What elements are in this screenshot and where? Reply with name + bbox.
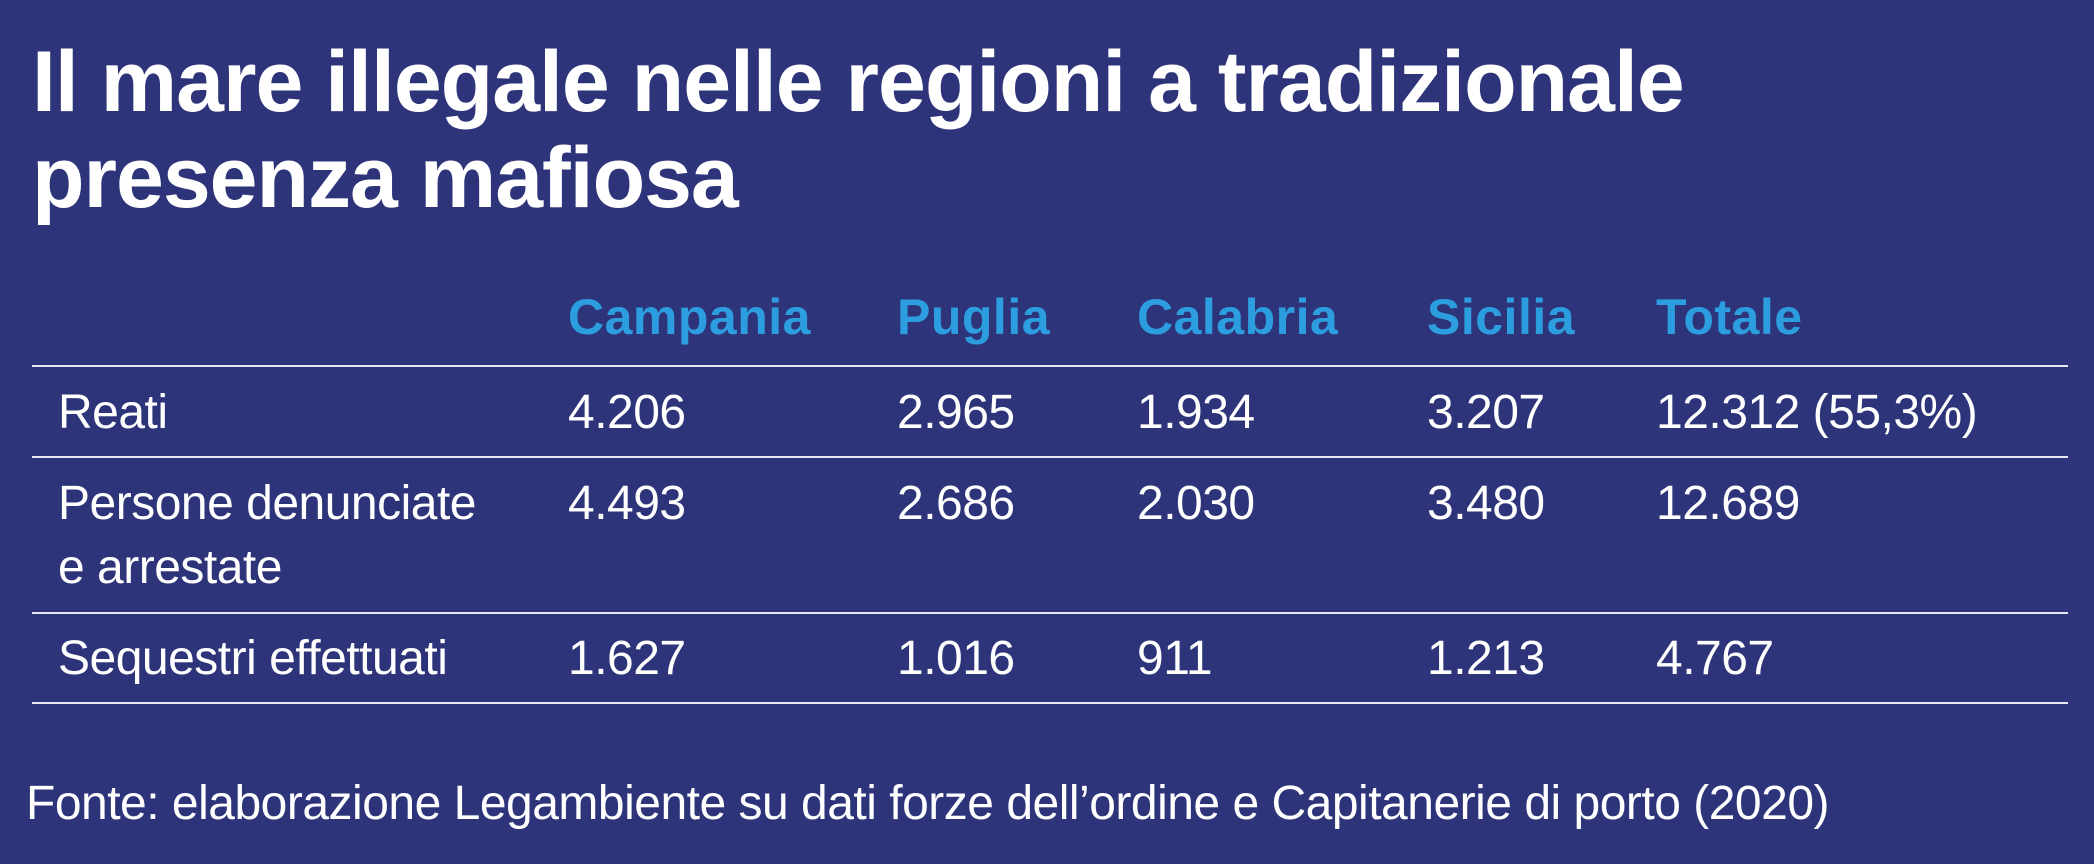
- table-cell: 4.206: [568, 386, 686, 439]
- column-header-totale: Totale: [1656, 289, 1803, 345]
- table-divider: [32, 702, 2068, 704]
- table-cell: 2.965: [897, 386, 1015, 439]
- table-cell: 3.207: [1427, 386, 1545, 439]
- table-cell: 1.016: [897, 632, 1015, 685]
- table-cell: 12.689: [1656, 477, 1800, 530]
- table-cell: 911: [1137, 632, 1213, 685]
- table-divider: [32, 612, 2068, 614]
- table-cell: 3.480: [1427, 477, 1545, 530]
- column-header-sicilia: Sicilia: [1427, 289, 1576, 345]
- table-divider: [32, 456, 2068, 458]
- table-cell: 1.213: [1427, 632, 1545, 685]
- row-label: Reati: [58, 386, 168, 439]
- title-line-1: Il mare illegale nelle regioni a tradizi…: [32, 34, 1685, 130]
- column-header-campania: Campania: [568, 289, 811, 345]
- row-label: Persone denunciate: [58, 477, 476, 530]
- column-header-calabria: Calabria: [1137, 289, 1339, 345]
- column-header-puglia: Puglia: [897, 289, 1051, 345]
- table-cell: 4.767: [1656, 632, 1774, 685]
- row-label-continuation: e arrestate: [58, 541, 282, 594]
- table-divider: [32, 365, 2068, 367]
- table-cell: 2.030: [1137, 477, 1255, 530]
- row-label: Sequestri effettuati: [58, 632, 448, 685]
- table-cell: 1.934: [1137, 386, 1255, 439]
- title-line-2: presenza mafiosa: [32, 130, 739, 226]
- table-cell: 4.493: [568, 477, 686, 530]
- table-cell: 2.686: [897, 477, 1015, 530]
- source-note: Fonte: elaborazione Legambiente su dati …: [26, 777, 1830, 830]
- table-cell: 1.627: [568, 632, 686, 685]
- page-title: Il mare illegale nelle regioni a tradizi…: [32, 34, 2032, 226]
- table-cell: 12.312 (55,3%): [1656, 386, 1978, 439]
